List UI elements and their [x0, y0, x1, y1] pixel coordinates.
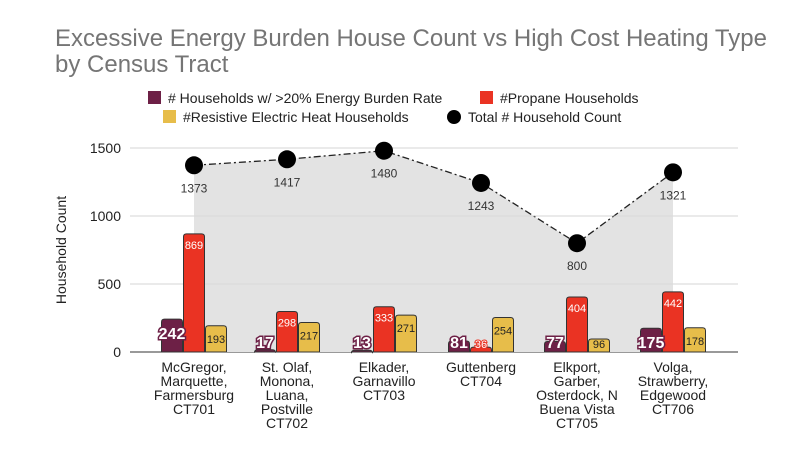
total-marker — [278, 150, 296, 169]
legend-swatch — [163, 110, 176, 123]
bar-data-label: 81 — [450, 335, 468, 352]
y-tick-label: 500 — [98, 276, 122, 292]
x-tick-label: McGregor, — [161, 359, 226, 375]
total-data-label: 1480 — [371, 167, 398, 181]
total-area — [194, 150, 673, 352]
bar — [373, 306, 395, 353]
x-tick-label: Elkader, — [359, 359, 410, 375]
total-data-label: 1417 — [274, 175, 301, 189]
x-tick-label: St. Olaf, — [262, 359, 313, 375]
total-marker — [185, 156, 203, 175]
total-data-label: 1321 — [660, 188, 687, 202]
bar — [492, 316, 514, 353]
bar-data-label: 254 — [494, 325, 512, 337]
bar — [395, 314, 417, 353]
bar-data-label: 404 — [568, 303, 586, 315]
x-tick-label: Postville — [261, 401, 313, 417]
total-marker — [664, 163, 682, 182]
bar-data-label: 96 — [593, 339, 605, 351]
x-tick-label: Guttenberg — [446, 359, 516, 375]
bar — [662, 291, 684, 353]
bar — [470, 346, 492, 353]
y-tick-label: 1500 — [90, 140, 121, 156]
x-tick-label: Garber, — [554, 373, 601, 389]
total-marker — [375, 141, 393, 160]
y-axis-title: Household Count — [53, 196, 69, 304]
bar — [588, 338, 610, 353]
bar-data-label: 298 — [278, 317, 296, 329]
x-tick-label: Edgewood — [640, 387, 706, 403]
x-tick-label: Strawberry, — [638, 373, 709, 389]
legend-swatch — [447, 110, 461, 124]
legend-label: #Propane Households — [500, 90, 639, 106]
x-tick-label: CT705 — [556, 415, 598, 431]
x-tick-label: Volga, — [654, 359, 693, 375]
bar — [640, 327, 662, 353]
total-marker — [472, 173, 490, 192]
bar-data-label: 217 — [300, 330, 318, 342]
x-tick-label: CT706 — [652, 401, 694, 417]
bar — [684, 327, 706, 353]
legend-swatch — [148, 91, 161, 104]
x-tick-label: Marquette, — [161, 373, 228, 389]
x-tick-label: Luana, — [266, 387, 309, 403]
bar-data-label: 77 — [546, 335, 564, 352]
bar-data-label: 178 — [686, 336, 704, 348]
x-tick-label: Monona, — [260, 373, 314, 389]
bar — [183, 233, 205, 353]
x-tick-label: CT701 — [173, 401, 215, 417]
bar-data-label: 242 — [159, 326, 186, 343]
chart-title: Excessive Energy Burden House Count vs H… — [55, 25, 767, 78]
bar-data-label: 13 — [353, 335, 371, 352]
y-tick-label: 0 — [113, 344, 121, 360]
x-tick-label: CT703 — [363, 387, 405, 403]
bar — [161, 318, 183, 353]
bar-data-label: 36 — [475, 339, 487, 351]
total-line — [193, 150, 674, 244]
x-tick-label: Farmersburg — [154, 387, 234, 403]
bar-data-label: 193 — [207, 334, 225, 346]
bar-data-label: 869 — [185, 240, 203, 252]
bar-data-label: 271 — [397, 323, 415, 335]
total-data-label: 800 — [567, 259, 587, 273]
legend-label: # Households w/ >20% Energy Burden Rate — [168, 90, 443, 106]
bar — [351, 349, 373, 354]
total-marker — [568, 234, 586, 253]
bar — [566, 296, 588, 353]
x-tick-label: Garnavillo — [352, 373, 415, 389]
total-data-label: 1373 — [181, 181, 208, 195]
x-tick-label: Buena Vista — [539, 401, 614, 417]
legend-label: Total # Household Count — [468, 109, 621, 125]
x-tick-label: CT702 — [266, 415, 308, 431]
legend-swatch — [480, 91, 493, 104]
bar-data-label: 333 — [375, 313, 393, 325]
bar — [448, 340, 470, 353]
x-tick-label: Osterdock, N — [536, 387, 618, 403]
bar — [254, 349, 276, 353]
legend-label: #Resistive Electric Heat Households — [183, 109, 409, 125]
x-tick-label: CT704 — [460, 373, 502, 389]
y-tick-label: 1000 — [90, 208, 121, 224]
bar-data-label: 17 — [256, 335, 274, 352]
bar-data-label: 442 — [664, 298, 682, 310]
bar — [298, 321, 320, 353]
x-tick-label: Elkport, — [553, 359, 600, 375]
bar — [276, 310, 298, 353]
bar-data-label: 175 — [638, 335, 665, 352]
bar — [544, 341, 566, 353]
bar — [205, 325, 227, 353]
total-data-label: 1243 — [468, 199, 495, 213]
